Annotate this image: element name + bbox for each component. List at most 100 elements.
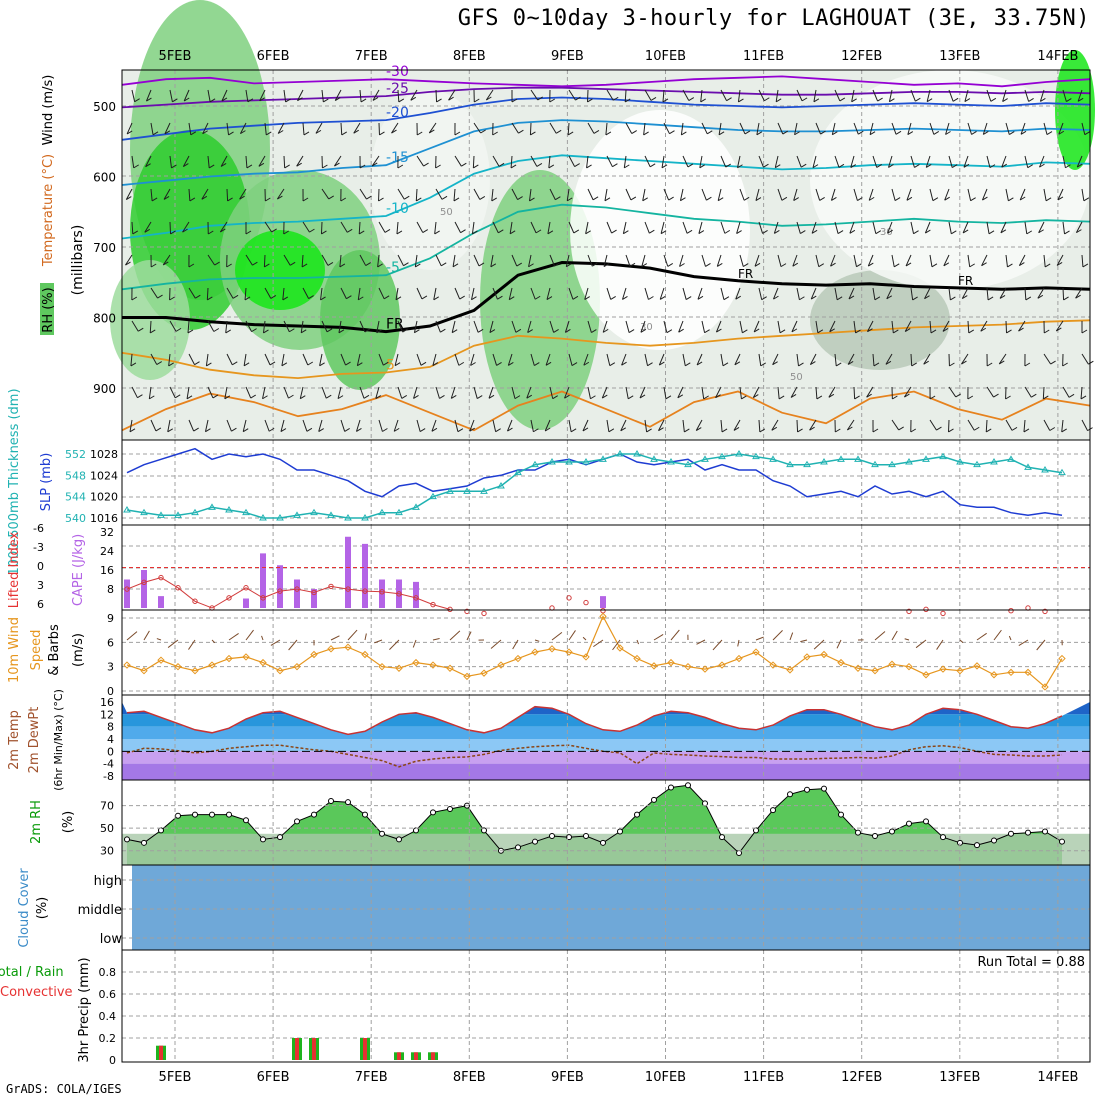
- wind-barb: [353, 122, 361, 134]
- wind-barb-flag: [566, 263, 572, 268]
- wind-barb-flag: [1082, 263, 1089, 268]
- rh-marker: [855, 829, 861, 836]
- wind-barb: [661, 155, 665, 168]
- wind-barb: [663, 188, 670, 201]
- wind-barb: [416, 221, 424, 233]
- wind-barb: [1061, 419, 1064, 432]
- wind-barb-flag: [227, 197, 233, 202]
- wind-barb: [605, 122, 608, 135]
- wind-barb-flag: [759, 428, 766, 433]
- wind-barb: [606, 353, 611, 366]
- wind-barb: [473, 188, 481, 200]
- wind-barb-flag: [649, 229, 655, 234]
- wind-barb-flag: [907, 131, 914, 136]
- wind-barb-flag: [811, 229, 818, 234]
- wind-barb-flag: [605, 131, 612, 136]
- wind-barb: [622, 221, 627, 234]
- wind-barb: [660, 221, 665, 234]
- wind-barb: [452, 254, 456, 267]
- date-label-bottom: 12FEB: [841, 1070, 882, 1085]
- wind-barb: [186, 386, 190, 399]
- wind-barb: [549, 254, 555, 267]
- wind-barb-flag: [1038, 229, 1044, 234]
- wind-barb: [245, 254, 253, 266]
- wind-barb: [340, 221, 348, 233]
- wind-barb: [302, 287, 310, 299]
- wind-barb: [644, 155, 651, 168]
- wind-barb: [530, 155, 538, 167]
- wind-barb-flag: [666, 329, 673, 334]
- wind-barb-flag: [773, 295, 779, 300]
- wind-barb-flag: [306, 427, 313, 432]
- wind-barb-flag: [268, 427, 275, 432]
- wind-barb: [1075, 287, 1083, 299]
- wind-barb: [169, 320, 177, 332]
- wind-speed-marker: [548, 645, 556, 653]
- wind-barb: [188, 287, 196, 299]
- temperature-tick: 8: [107, 721, 114, 734]
- wind-barb-flag: [169, 296, 175, 301]
- rh-legend-swatch: [40, 283, 54, 335]
- slp-tick: 1028: [90, 448, 118, 461]
- wind-barb: [701, 386, 705, 399]
- wind-barb: [264, 287, 272, 299]
- wind-barb: [167, 419, 171, 432]
- wind-barb-flag: [698, 230, 705, 235]
- rh-region: [570, 110, 750, 350]
- wind-barb-flag: [226, 263, 232, 268]
- wind-barb-flag: [980, 327, 987, 332]
- wind-barb-flag: [132, 230, 139, 235]
- wind-barb: [701, 122, 708, 135]
- surface-wind-barb: [156, 638, 162, 641]
- cape-bar: [413, 581, 419, 608]
- thickness-marker: [888, 460, 896, 468]
- wind-barb: [756, 122, 760, 135]
- wind-barb: [416, 419, 421, 432]
- surface-wind-barb: [836, 639, 842, 649]
- wind-barb: [356, 353, 361, 366]
- li-marker: [447, 606, 453, 613]
- wind-barb-flag: [240, 130, 246, 135]
- wind-barb-flag: [1025, 296, 1032, 301]
- wind-barb-flag: [507, 427, 513, 432]
- rh-region: [810, 270, 950, 370]
- wind-speed-tick: 3: [107, 661, 114, 674]
- wind-barb-flag: [993, 393, 999, 398]
- wind-barb: [853, 254, 857, 267]
- wind-barb-flag: [872, 428, 879, 433]
- precip-tick: 0.2: [99, 1032, 117, 1045]
- wind-barb: [697, 287, 703, 300]
- wind-barb: [739, 254, 744, 267]
- slp-tick: 1016: [90, 512, 118, 525]
- wind-barb-flag: [1083, 197, 1090, 202]
- wind-barb-flag: [221, 97, 228, 102]
- thickness-marker: [582, 458, 590, 465]
- wind-barb: [565, 254, 570, 267]
- wind-barb: [964, 89, 969, 102]
- wind-barb: [1023, 419, 1026, 432]
- surface-wind-barb: [389, 639, 400, 650]
- precip-convective-bar: [295, 1038, 299, 1060]
- wind-barb: [891, 122, 897, 135]
- wind-barb: [888, 89, 893, 102]
- wind-barb: [752, 386, 760, 398]
- cape-bar: [141, 570, 147, 608]
- thickness-marker: [769, 455, 777, 462]
- wind-barb-flag: [536, 163, 543, 167]
- wind-barb: [701, 320, 706, 333]
- wind-barb: [226, 419, 232, 432]
- wind-barb: [169, 155, 172, 168]
- wind-barb-flag: [452, 263, 459, 268]
- surface-wind-barb: [568, 630, 576, 641]
- wind-barb-flag: [1057, 196, 1064, 201]
- wind-barb-flag: [413, 395, 419, 399]
- wind-barb: [793, 188, 798, 201]
- wind-barb-flag: [868, 262, 874, 267]
- temperature-mask: [122, 702, 1090, 735]
- dewpoint-axis-label: 2m DewPt: [27, 707, 42, 774]
- wind-barb-flag: [971, 131, 977, 135]
- wind-speed-marker: [123, 661, 131, 669]
- wind-barb-flag: [458, 361, 465, 366]
- wind-barb: [753, 320, 760, 333]
- wind-barb-flag: [649, 163, 656, 168]
